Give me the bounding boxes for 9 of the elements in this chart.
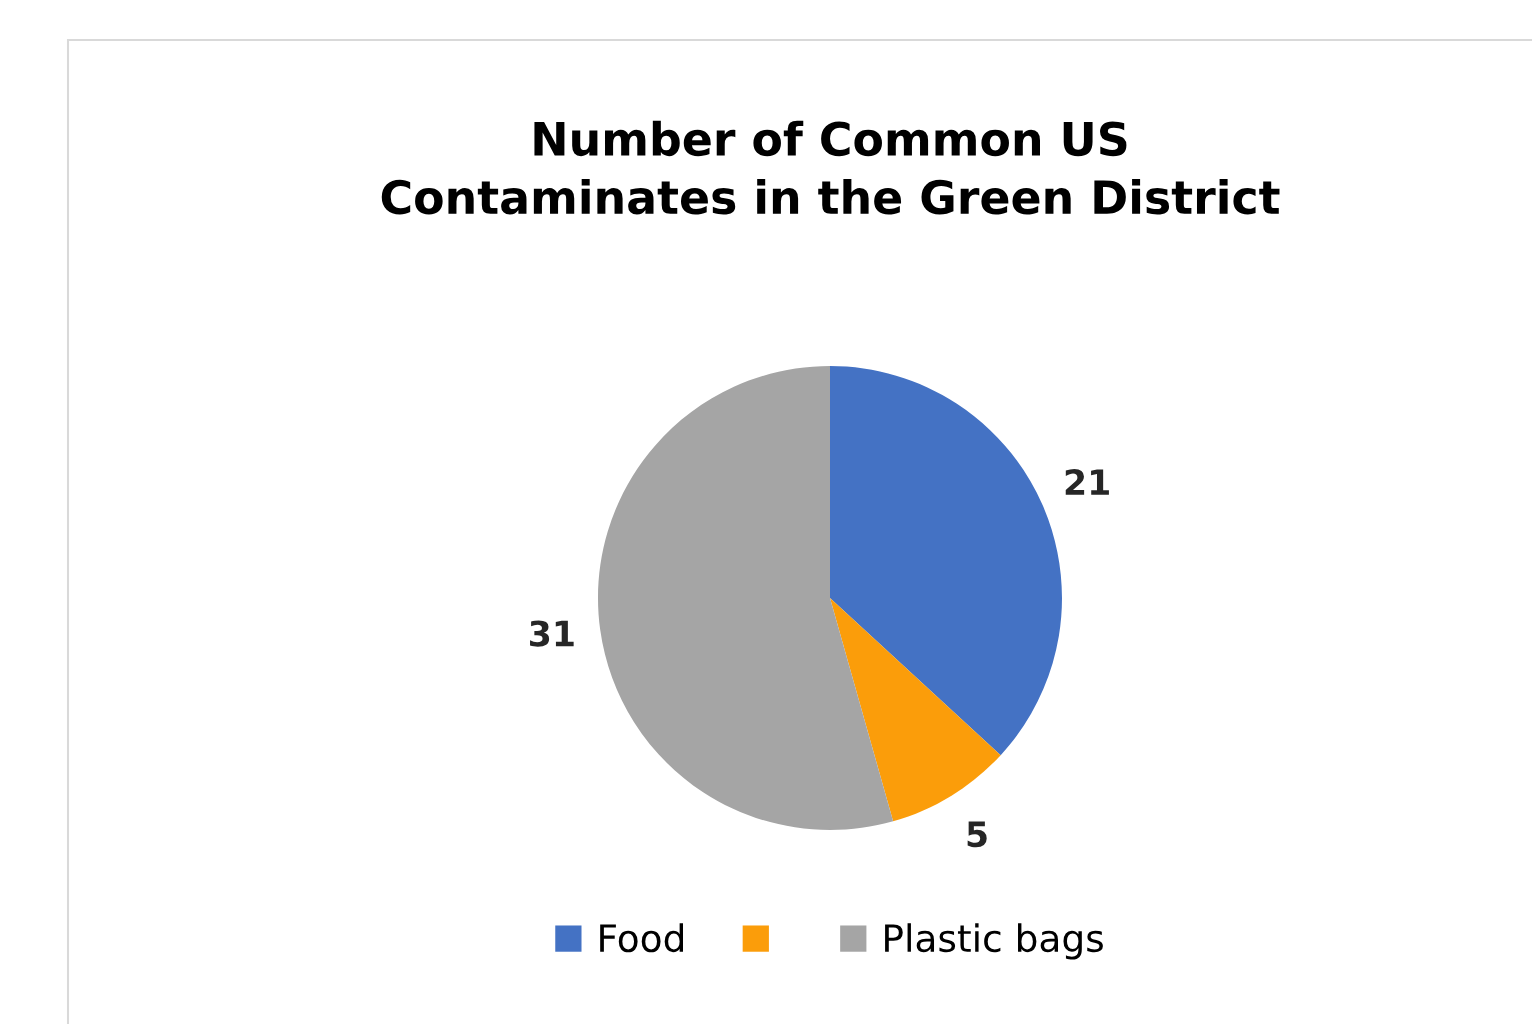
data-label: 21 — [1065, 469, 1109, 495]
data-label: 31 — [530, 620, 574, 647]
pie-slice — [830, 598, 1001, 822]
pie-slice — [830, 366, 1062, 756]
legend-label: Food — [600, 923, 683, 953]
data-label: 5 — [967, 821, 987, 848]
legend-label: Plastic bags — [885, 923, 1103, 960]
pie-slice — [598, 366, 894, 830]
chart-title: Number of Common US Contaminates in the Green District — [381, 120, 1280, 215]
